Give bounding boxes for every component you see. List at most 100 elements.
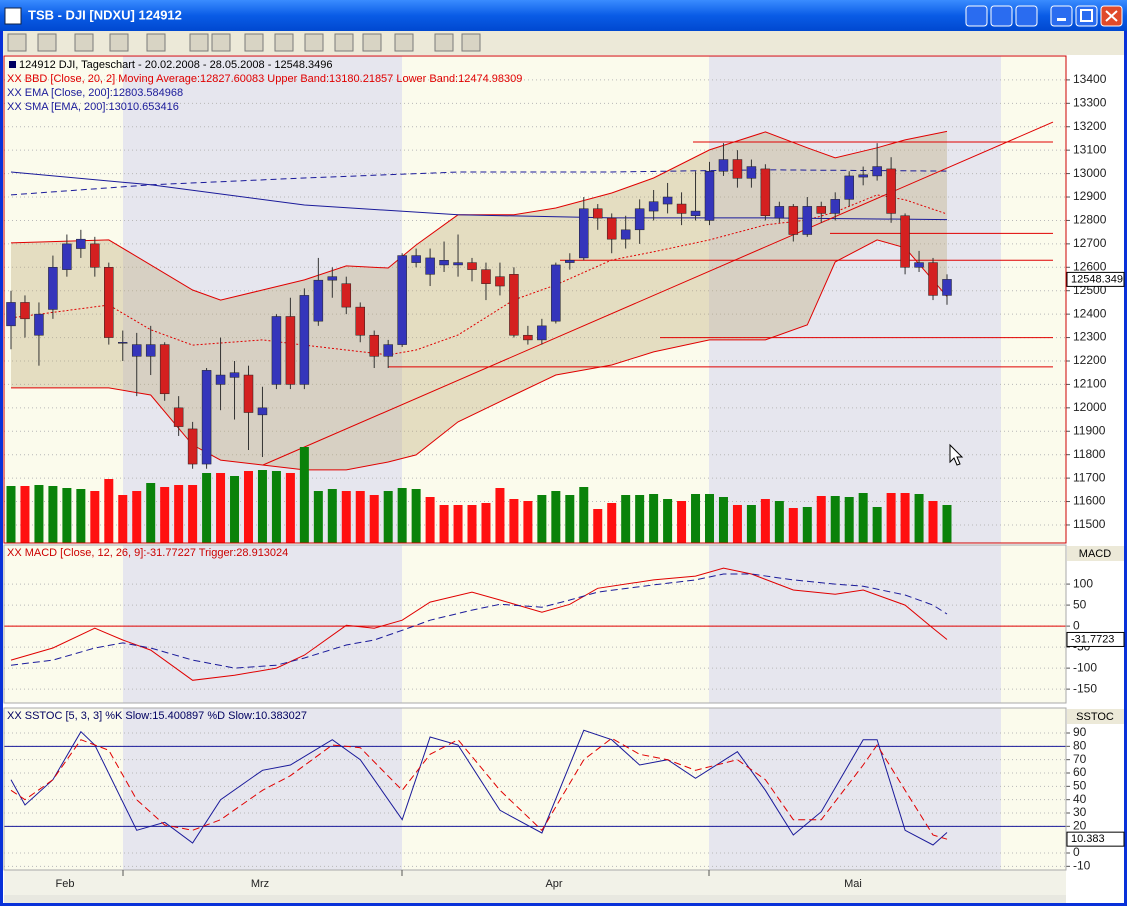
volume-bar bbox=[341, 491, 351, 543]
y-tick-label: 0 bbox=[1073, 618, 1080, 632]
toolbar-button[interactable] bbox=[37, 33, 57, 52]
volume-bar bbox=[216, 473, 226, 543]
candle-body bbox=[900, 215, 910, 268]
last-value-box bbox=[1066, 831, 1125, 847]
volume-bar bbox=[230, 476, 240, 543]
y-tick-label: 11500 bbox=[1073, 517, 1106, 531]
candle-body bbox=[942, 279, 952, 296]
panel-border bbox=[3, 707, 1067, 871]
toolbar-button[interactable] bbox=[362, 33, 382, 52]
candle-body bbox=[271, 316, 282, 385]
volume-bar bbox=[551, 491, 561, 543]
last-value-label: 10.383 bbox=[1071, 833, 1105, 845]
toolbar-button[interactable] bbox=[461, 33, 481, 52]
y-tick-label: 40 bbox=[1073, 792, 1087, 806]
candle-body bbox=[579, 208, 589, 259]
y-tick-label: 11800 bbox=[1073, 447, 1106, 461]
candle-body bbox=[662, 196, 673, 205]
y-tick-label: 12900 bbox=[1073, 189, 1107, 203]
volume-bar bbox=[202, 473, 212, 543]
candle-body bbox=[159, 344, 170, 395]
volume-bar bbox=[593, 509, 603, 543]
toolbar-button[interactable] bbox=[394, 33, 414, 52]
volume-bar bbox=[677, 501, 687, 543]
candle-body bbox=[774, 206, 785, 219]
toolbar-button[interactable] bbox=[211, 33, 231, 52]
volume-bar bbox=[495, 488, 505, 543]
volume-bar bbox=[48, 486, 58, 543]
volume-bar bbox=[369, 495, 379, 543]
candle-body bbox=[439, 260, 449, 266]
volume-bar bbox=[118, 495, 128, 543]
button[interactable] bbox=[965, 5, 988, 27]
volume-bar bbox=[62, 488, 72, 543]
volume-bar bbox=[942, 505, 952, 543]
legend-entry: XX EMA [Close, 200]:12803.584968 bbox=[7, 87, 183, 99]
x-axis-band bbox=[4, 870, 1066, 895]
month-shade bbox=[709, 708, 1001, 870]
button[interactable] bbox=[990, 5, 1013, 27]
toolbar-button[interactable] bbox=[244, 33, 264, 52]
last-value-label: 12548.349 bbox=[1071, 273, 1123, 285]
volume-bar bbox=[20, 486, 30, 543]
minimize-button[interactable] bbox=[1050, 5, 1073, 27]
upper-band bbox=[10, 130, 948, 301]
volume-bar bbox=[299, 447, 309, 543]
y-tick-label: 13100 bbox=[1073, 142, 1107, 156]
volume-bar bbox=[6, 486, 16, 543]
button[interactable] bbox=[1015, 5, 1038, 27]
volume-bar bbox=[760, 499, 770, 543]
indicator-line bbox=[10, 567, 948, 681]
candle-body bbox=[565, 260, 575, 263]
y-tick-label: 13400 bbox=[1073, 72, 1107, 86]
volume-bar bbox=[746, 505, 756, 543]
candle-body bbox=[732, 159, 743, 179]
toolbar-button[interactable] bbox=[189, 33, 209, 52]
candle-body bbox=[886, 168, 896, 214]
panel-label: MACD bbox=[1079, 548, 1111, 560]
mouse-cursor bbox=[949, 443, 964, 466]
volume-bar bbox=[160, 487, 170, 543]
y-tick-label: 11900 bbox=[1073, 423, 1106, 437]
toolbar-button[interactable] bbox=[274, 33, 294, 52]
month-shade bbox=[1001, 56, 1066, 543]
icon bbox=[1105, 10, 1118, 22]
month-shade bbox=[4, 545, 123, 703]
month-shade bbox=[4, 708, 123, 870]
y-tick-label: 70 bbox=[1073, 752, 1087, 766]
volume-bar bbox=[243, 471, 253, 543]
y-tick-label: 12700 bbox=[1073, 236, 1107, 250]
icon bbox=[1057, 18, 1066, 21]
candle-body bbox=[425, 257, 435, 275]
month-shade bbox=[123, 708, 402, 870]
volume-bar bbox=[397, 488, 407, 543]
x-tick-label: Feb bbox=[56, 878, 75, 890]
toolbar-button[interactable] bbox=[146, 33, 166, 52]
candle-body bbox=[118, 342, 128, 344]
volume-bar bbox=[523, 501, 533, 543]
legend-entry: XX SMA [EMA, 200]:13010.653416 bbox=[7, 101, 179, 113]
candle-body bbox=[341, 283, 352, 308]
candle-body bbox=[634, 208, 645, 231]
toolbar-button[interactable] bbox=[334, 33, 354, 52]
y-tick-label: 0 bbox=[1073, 845, 1080, 859]
x-tick-label: Mai bbox=[844, 878, 862, 890]
volume-bar bbox=[285, 473, 295, 543]
candle-body bbox=[718, 159, 729, 172]
y-tick-label: 12400 bbox=[1073, 306, 1107, 320]
toolbar-button[interactable] bbox=[7, 33, 27, 52]
candle-body bbox=[355, 306, 365, 336]
toolbar-button[interactable] bbox=[74, 33, 94, 52]
volume-bar bbox=[509, 499, 519, 543]
candle-body bbox=[215, 374, 226, 385]
candle-body bbox=[313, 279, 324, 322]
x-tick-label: Apr bbox=[545, 878, 562, 890]
toolbar-button[interactable] bbox=[109, 33, 129, 52]
y-tick-label: 12300 bbox=[1073, 330, 1107, 344]
candle-body bbox=[257, 407, 268, 416]
toolbar-button[interactable] bbox=[304, 33, 324, 52]
last-value-label: -31.7723 bbox=[1071, 633, 1114, 645]
toolbar-button[interactable] bbox=[434, 33, 454, 52]
